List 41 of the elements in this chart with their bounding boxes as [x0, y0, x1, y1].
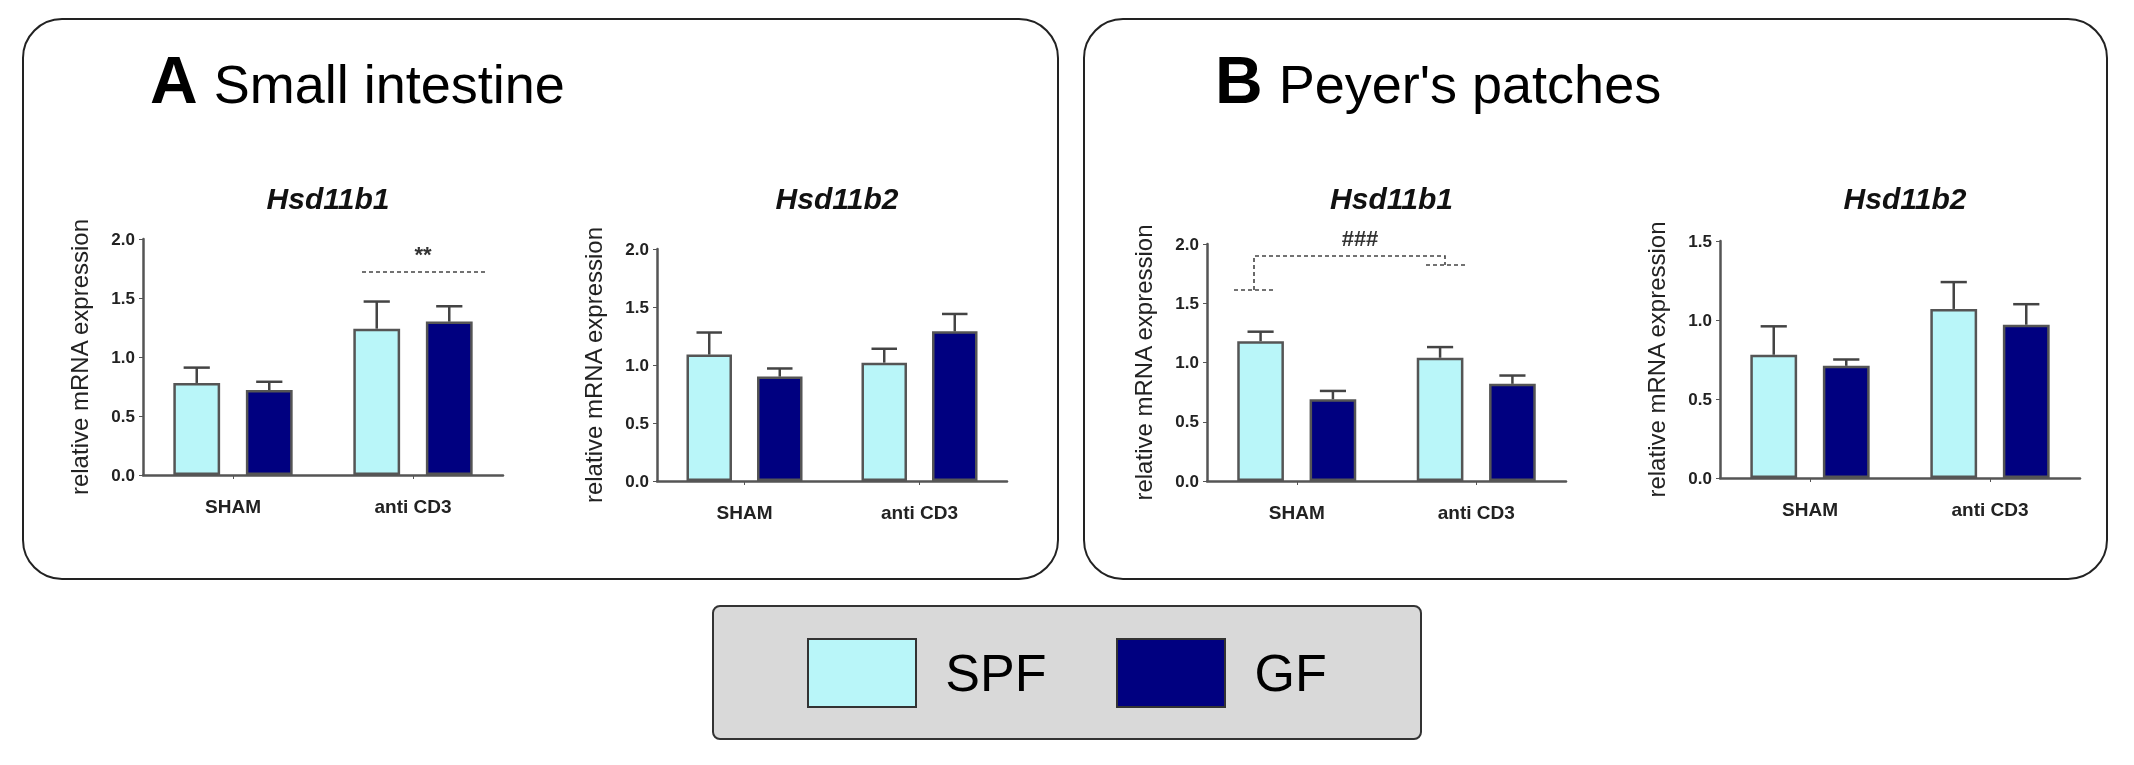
y-axis-title: relative mRNA expression — [579, 226, 607, 504]
chart-title: Hsd11b2 — [1843, 181, 1967, 215]
x-tick-label: anti CD3 — [1437, 502, 1515, 523]
x-tick-label: anti CD3 — [374, 496, 452, 517]
y-tick-label: 0.5 — [625, 413, 649, 433]
annotation: ** — [414, 242, 432, 268]
y-tick-label: 1.0 — [625, 355, 649, 375]
y-tick-label: 2.0 — [111, 229, 135, 249]
text: B Peyer's patches — [1215, 43, 1662, 117]
y-tick-label: 0.5 — [1688, 389, 1712, 409]
x-tick-label: SHAM — [205, 496, 261, 517]
y-axis-title: relative mRNA expression — [65, 218, 93, 496]
text: A Small intestine — [150, 43, 565, 117]
x-tick-label: SHAM — [1782, 499, 1838, 520]
y-tick-label: 1.0 — [1688, 310, 1712, 330]
y-tick-label: 0.0 — [625, 471, 649, 491]
y-tick-label: 0.0 — [1175, 471, 1199, 491]
legend-label: SPF — [945, 642, 1047, 703]
y-tick-label: 0.5 — [111, 406, 135, 426]
y-tick-label: 1.0 — [1175, 353, 1199, 372]
y-axis-title: relative mRNA expression — [1129, 224, 1157, 501]
y-tick-label: 1.5 — [1688, 231, 1712, 251]
chart-title: Hsd11b1 — [266, 181, 390, 215]
chart-title: Hsd11b1 — [1330, 181, 1453, 215]
y-tick-label: 2.0 — [1175, 234, 1199, 254]
x-tick-label: anti CD3 — [880, 502, 959, 523]
y-tick-label: 1.5 — [625, 297, 649, 317]
annotation: ### — [1341, 226, 1379, 252]
y-tick-label: 1.5 — [1175, 293, 1199, 313]
y-tick-label: 2.0 — [625, 239, 649, 259]
y-axis-title: relative mRNA expression — [1642, 221, 1670, 498]
y-tick-label: 0.0 — [1688, 468, 1712, 488]
y-tick-label: 1.0 — [111, 347, 135, 367]
y-tick-label: 0.5 — [1175, 412, 1199, 432]
chart-title: Hsd11b2 — [775, 181, 899, 215]
y-tick-label: 0.0 — [111, 465, 135, 485]
x-tick-label: SHAM — [1268, 502, 1325, 523]
x-tick-label: SHAM — [716, 502, 773, 523]
legend-label: GF — [1254, 642, 1327, 703]
y-tick-label: 1.5 — [111, 288, 135, 308]
x-tick-label: anti CD3 — [1951, 499, 2029, 520]
